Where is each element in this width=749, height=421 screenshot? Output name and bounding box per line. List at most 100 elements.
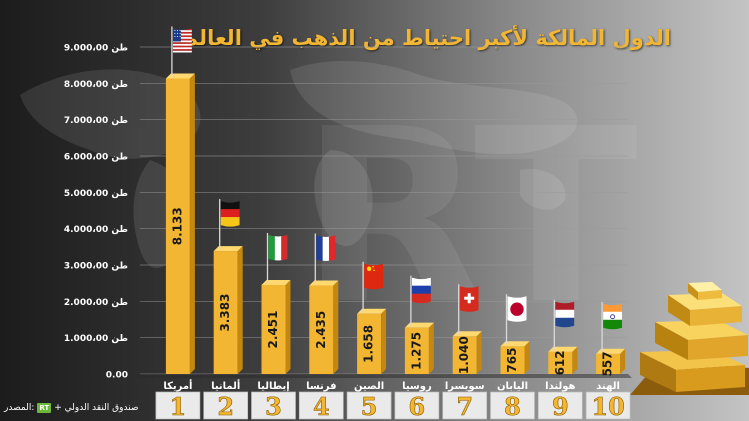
y-tick-label: 0.00 [106,371,128,381]
bar-top [213,246,243,252]
bar-side [572,346,578,374]
bar-top [452,331,482,337]
bar [213,251,238,374]
bar [596,353,621,374]
category-label: اليابان [497,381,528,392]
bar [309,285,334,374]
world-map-watermark [20,60,578,269]
value-label: 765 [505,348,519,373]
rank-tile [346,391,392,420]
bar [357,313,382,374]
bar-side [524,341,530,374]
bar [261,284,286,374]
rank-number: 8 [504,392,521,421]
bar-side [333,280,339,374]
netherlands-flag-icon [555,301,575,328]
rank-tile [537,391,583,420]
bar [452,336,477,374]
value-label: 2.435 [314,311,328,349]
value-label: 3.383 [218,294,232,332]
chart-title: الدول المالكة لأكبر احتياط من الذهب في ا… [182,26,671,50]
rank-number: 3 [265,392,282,421]
bar-side [237,246,243,374]
rank-tile [155,391,201,420]
usa-flag-icon [172,28,192,53]
bar-side [381,308,387,374]
category-label: روسيا [402,381,432,392]
rank-tile [251,391,296,420]
bar-side [189,73,195,374]
bar-top [357,308,387,314]
japan-flag-icon [507,296,527,322]
bar-top [261,279,291,285]
category-label: الهند [596,381,620,392]
rank-tile [490,391,535,420]
value-label: 8.133 [170,207,184,245]
category-label: فرنسا [306,381,336,392]
india-flag-icon [603,303,623,330]
category-label: سويسرا [445,381,485,392]
value-label: 557 [601,351,615,376]
y-tick-label: 8.000،00 طن [64,80,128,90]
rank-number: 6 [409,392,426,421]
bar-top [548,346,578,352]
rank-number: 2 [217,392,234,421]
rank-tile [442,391,488,420]
value-label: 1.040 [457,336,471,374]
france-flag-icon [316,235,336,262]
y-tick-label: 9.000،00 طن [64,44,128,54]
gold-bars-image [630,282,749,395]
bar [500,346,525,374]
rank-number: 1 [170,392,187,421]
value-label: 2.451 [266,310,280,348]
bar-side [285,279,291,374]
y-tick-label: 5.000،00 طن [64,189,128,199]
bar-top [596,348,626,354]
rank-number: 7 [456,392,473,421]
category-label: هولندا [545,381,575,392]
value-label: 1.275 [409,332,423,370]
category-label: الصين [354,381,384,392]
value-label: 1.658 [362,325,376,363]
bar-top [165,73,195,79]
category-label: أمريكا [163,379,192,392]
italy-flag-icon [268,234,288,261]
rank-number: 9 [552,392,569,421]
germany-flag-icon [220,201,240,227]
bar [165,78,190,374]
value-label: 612 [553,350,567,375]
y-tick-label: 2.000،00 طن [64,298,128,308]
y-tick-label: 3.000،00 طن [64,262,128,272]
rank-number: 4 [313,392,330,421]
y-tick-label: 7.000،00 طن [64,116,128,126]
source-credit: المصدر: RT + صندوق النقد الدولي [4,403,139,413]
rank-tile [203,391,249,420]
bar-top [309,280,339,286]
bar-top [404,322,434,328]
china-flag-icon [364,263,384,290]
category-label: ألمانيا [211,379,240,392]
category-label: إيطاليا [257,381,289,392]
rank-tile [394,391,440,420]
switzerland-flag-icon [459,286,479,312]
y-tick-label: 6.000،00 طن [64,153,128,163]
source-text: + صندوق النقد الدولي [54,403,139,413]
bar-side [476,331,482,374]
bar-side [428,322,434,374]
source-prefix: المصدر: [4,403,35,413]
rank-number: 10 [591,392,624,421]
bar-top [500,341,530,347]
russia-flag-icon [411,277,431,304]
bar [548,351,573,374]
